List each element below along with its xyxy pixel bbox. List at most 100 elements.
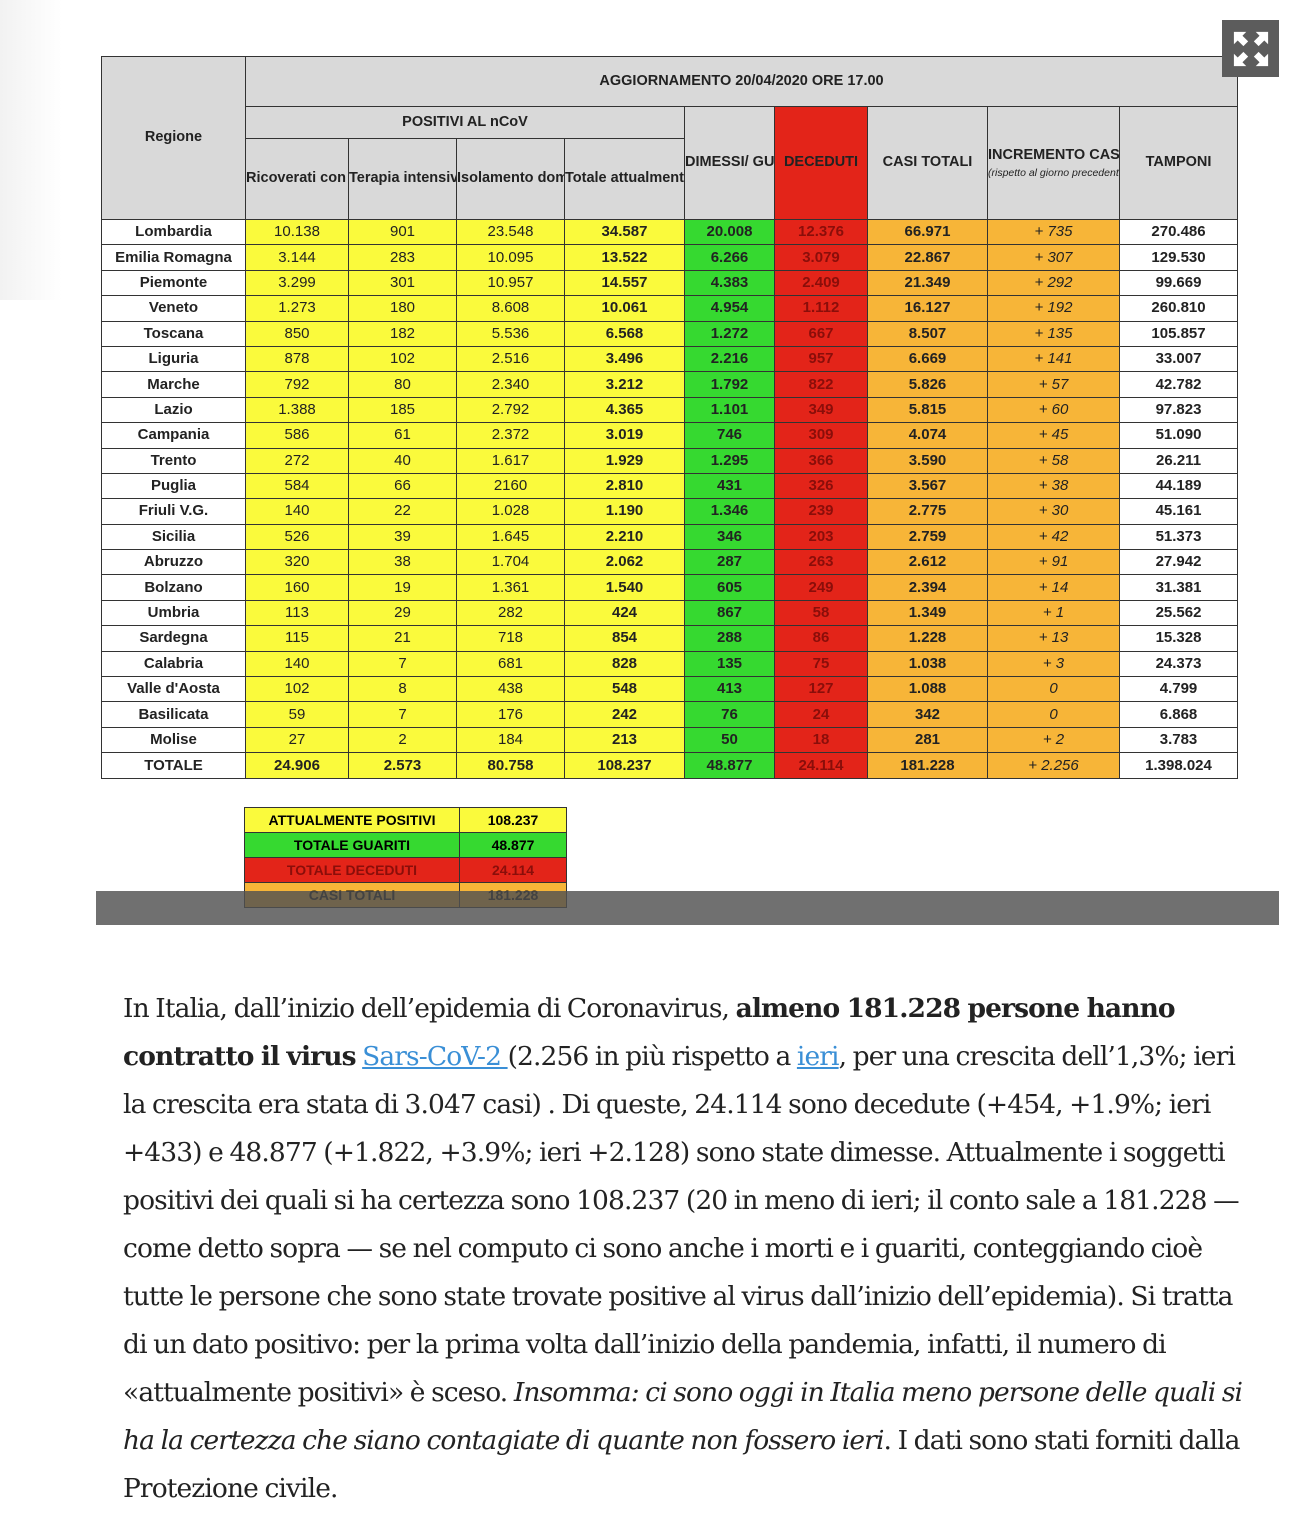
incremento-header: INCREMENTO CASI TOTALI (rispetto al gior…: [987, 106, 1120, 220]
summary-value: 24.114: [459, 857, 567, 883]
terapia-cell: 38: [348, 549, 457, 576]
deceduti-cell: 3.079: [774, 244, 868, 271]
tamponi-cell: 26.211: [1118, 447, 1239, 474]
isolamento-cell: 10.095: [456, 244, 565, 271]
dimessi-cell: 20.008: [684, 218, 775, 246]
terapia-cell: 180: [348, 295, 457, 322]
table-row: Bolzano 160 19 1.361 1.540 605 249 2.394 + 14 31.…: [101, 574, 1239, 601]
terapia-cell: 301: [348, 269, 457, 297]
casi-totali-cell: 5.815: [867, 396, 988, 424]
isolamento-cell: 718: [456, 625, 565, 652]
tamponi-cell: 45.161: [1118, 498, 1239, 525]
deceduti-cell: 86: [774, 625, 868, 652]
dimessi-cell: 4.383: [684, 269, 775, 297]
isolamento-cell: 184: [456, 726, 565, 754]
ieri-link[interactable]: ieri: [796, 1041, 840, 1072]
totale-positivi-cell: 1.929: [564, 447, 685, 474]
totale-positivi-cell: 548: [564, 676, 685, 703]
isolamento-cell: 2.340: [456, 371, 565, 398]
deceduti-cell: 263: [774, 549, 868, 576]
region-cell: Puglia: [101, 472, 246, 500]
ricoverati-cell: 586: [245, 422, 349, 449]
ricoverati-cell: 584: [245, 472, 349, 500]
article-body: In Italia, dall’inizio dell’epidemia di …: [123, 985, 1248, 1513]
incremento-cell: + 42: [987, 523, 1120, 551]
tamponi-cell: 4.799: [1118, 676, 1239, 703]
deceduti-cell: 309: [774, 422, 868, 449]
incremento-cell: + 45: [987, 422, 1120, 449]
dimessi-cell: 76: [684, 701, 775, 728]
deceduti-cell: 24: [774, 701, 868, 728]
sars-cov-2-link[interactable]: Sars-CoV-2: [362, 1041, 508, 1072]
isolamento-cell: 2.792: [456, 396, 565, 424]
summary-row: TOTALE GUARITI 48.877: [244, 832, 567, 858]
isolamento-cell: 8.608: [456, 295, 565, 322]
isolamento-header: Isolamento domiciliare: [456, 138, 565, 220]
casi-totali-cell: 66.971: [867, 218, 988, 246]
casi-totali-cell: 3.567: [867, 472, 988, 500]
region-cell: Toscana: [101, 320, 246, 347]
region-cell: Sicilia: [101, 523, 246, 551]
region-cell: Umbria: [101, 599, 246, 627]
table-row: Emilia Romagna 3.144 283 10.095 13.522 6.266 3…: [101, 244, 1239, 271]
deceduti-cell: 127: [774, 676, 868, 703]
incremento-cell: + 13: [987, 625, 1120, 652]
ricoverati-cell: 24.906: [245, 752, 349, 780]
tamponi-cell: 15.328: [1118, 625, 1239, 652]
article-text-intro: In Italia, dall’inizio dell’epidemia di …: [123, 993, 736, 1024]
positivi-header: POSITIVI AL nCoV: [245, 106, 685, 139]
dimessi-cell: 867: [684, 599, 775, 627]
incremento-cell: 0: [987, 676, 1120, 703]
deceduti-cell: 957: [774, 345, 868, 373]
terapia-cell: 102: [348, 345, 457, 373]
casi-totali-cell: 2.775: [867, 498, 988, 525]
ricoverati-cell: 320: [245, 549, 349, 576]
ricoverati-cell: 160: [245, 574, 349, 601]
isolamento-cell: 176: [456, 701, 565, 728]
summary-row: ATTUALMENTE POSITIVI 108.237: [244, 807, 567, 833]
summary-value: 108.237: [459, 807, 567, 833]
tamponi-cell: 31.381: [1118, 574, 1239, 601]
ricoverati-cell: 792: [245, 371, 349, 398]
incremento-cell: + 735: [987, 218, 1120, 246]
dimessi-cell: 288: [684, 625, 775, 652]
deceduti-cell: 249: [774, 574, 868, 601]
region-cell: Molise: [101, 726, 246, 754]
casi-totali-header: CASI TOTALI: [867, 106, 988, 220]
deceduti-cell: 349: [774, 396, 868, 424]
terapia-cell: 22: [348, 498, 457, 525]
ricoverati-cell: 3.299: [245, 269, 349, 297]
incremento-cell: + 14: [987, 574, 1120, 601]
isolamento-cell: 5.536: [456, 320, 565, 347]
expand-image-button[interactable]: [1222, 20, 1279, 77]
terapia-cell: 8: [348, 676, 457, 703]
deceduti-cell: 24.114: [774, 752, 868, 780]
deceduti-cell: 203: [774, 523, 868, 551]
terapia-cell: 2: [348, 726, 457, 754]
region-cell: Sardegna: [101, 625, 246, 652]
deceduti-cell: 326: [774, 472, 868, 500]
region-cell: Liguria: [101, 345, 246, 373]
terapia-cell: 182: [348, 320, 457, 347]
deceduti-cell: 1.112: [774, 295, 868, 322]
tamponi-cell: 1.398.024: [1118, 752, 1239, 780]
terapia-header: Terapia intensiva: [348, 138, 457, 220]
casi-totali-cell: 181.228: [867, 752, 988, 780]
table-row: Valle d'Aosta 102 8 438 548 413 127 1.088 0 4.799: [101, 676, 1239, 703]
totale-positivi-cell: 13.522: [564, 244, 685, 271]
dimessi-cell: 413: [684, 676, 775, 703]
isolamento-cell: 2.372: [456, 422, 565, 449]
summary-value: 48.877: [459, 832, 567, 858]
tamponi-cell: 129.530: [1118, 244, 1239, 271]
incremento-cell: + 3: [987, 650, 1120, 678]
totale-positivi-cell: 2.210: [564, 523, 685, 551]
table-row: Veneto 1.273 180 8.608 10.061 4.954 1.112 16.12…: [101, 295, 1239, 322]
summary-label: TOTALE DECEDUTI: [244, 857, 460, 883]
casi-totali-cell: 1.228: [867, 625, 988, 652]
region-cell: Abruzzo: [101, 549, 246, 576]
dimessi-cell: 48.877: [684, 752, 775, 780]
region-cell: Piemonte: [101, 269, 246, 297]
ricoverati-cell: 115: [245, 625, 349, 652]
table-row: Liguria 878 102 2.516 3.496 2.216 957 6.669 + 14…: [101, 345, 1239, 373]
totale-positivi-cell: 6.568: [564, 320, 685, 347]
